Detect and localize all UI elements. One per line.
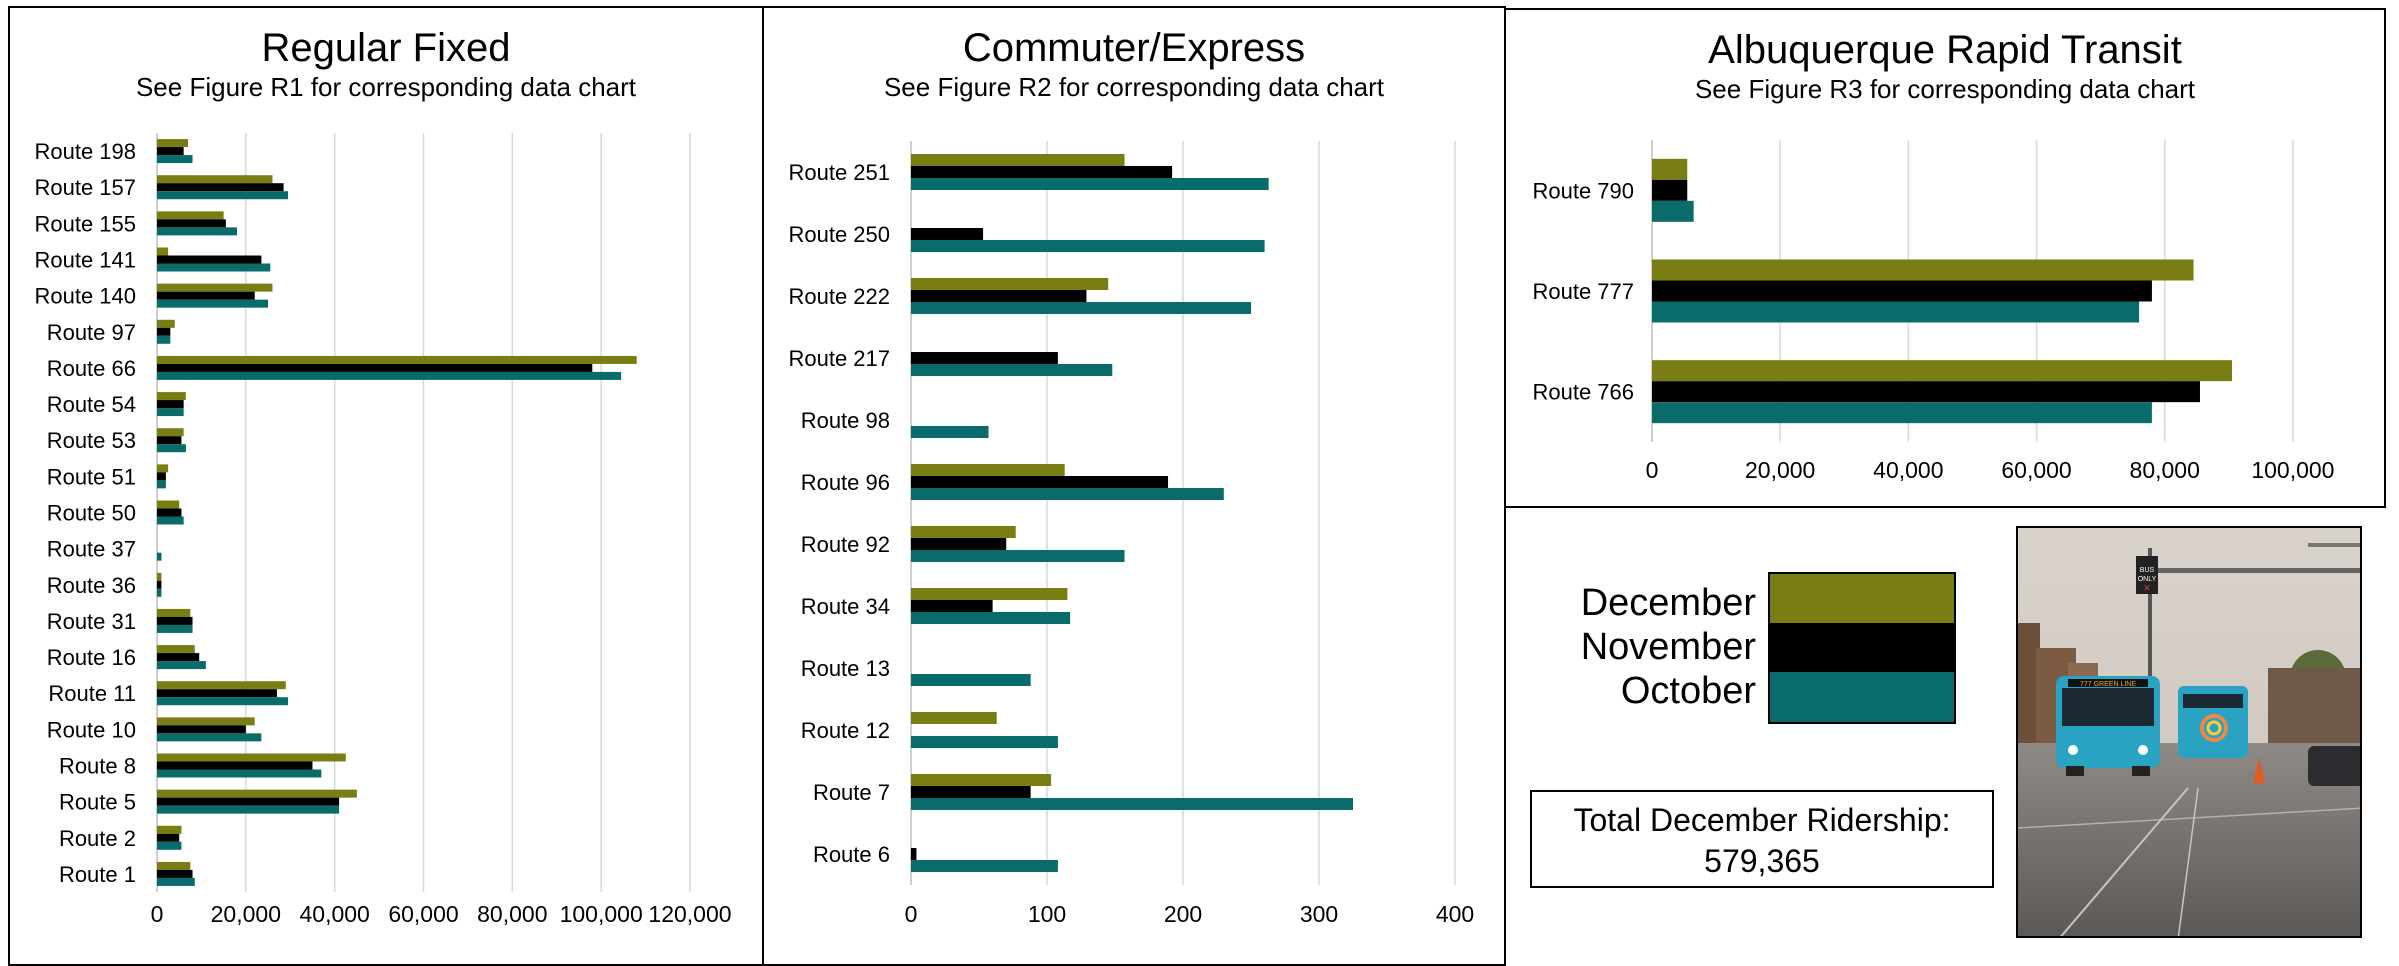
art-title: Albuquerque Rapid Transit xyxy=(1708,28,2182,72)
regular-fixed-title: Regular Fixed xyxy=(261,26,511,70)
regular-fixed-panel: Regular Fixed See Figure R1 for correspo… xyxy=(8,6,764,966)
svg-text:✕: ✕ xyxy=(2143,583,2151,593)
legend-swatch-november xyxy=(1770,623,1954,672)
regular-fixed-subtitle: See Figure R1 for corresponding data cha… xyxy=(135,72,637,102)
legend-swatch-october xyxy=(1770,672,1954,722)
bus-photo-illustration: BUS ONLY ✕ 777 GREEN LINE xyxy=(2018,528,2360,936)
commuter-express-subtitle: See Figure R2 for corresponding data cha… xyxy=(883,72,1385,102)
commuter-express-panel: Commuter/Express See Figure R2 for corre… xyxy=(762,6,1506,966)
legend-label-october: October xyxy=(1620,670,1756,712)
art-panel: Albuquerque Rapid Transit See Figure R3 … xyxy=(1504,8,2386,508)
art-subtitle: See Figure R3 for corresponding data cha… xyxy=(1694,74,2196,104)
total-ridership-label: Total December Ridership: xyxy=(1573,802,1951,838)
legend-label-november: November xyxy=(1580,626,1756,668)
total-ridership-box: Total December Ridership: 579,365 xyxy=(1530,790,1994,888)
bus-photo: BUS ONLY ✕ 777 GREEN LINE xyxy=(2016,526,2362,938)
legend-label-december: December xyxy=(1580,582,1756,624)
total-ridership-value: 579,365 xyxy=(1704,843,1820,879)
commuter-express-title: Commuter/Express xyxy=(962,26,1306,70)
svg-text:ONLY: ONLY xyxy=(2138,576,2157,583)
legend-swatch-container xyxy=(1768,572,1956,724)
svg-text:777 GREEN LINE: 777 GREEN LINE xyxy=(2080,681,2136,688)
legend-swatch-december xyxy=(1770,574,1954,623)
photo-sign-text: BUS xyxy=(2140,567,2155,574)
